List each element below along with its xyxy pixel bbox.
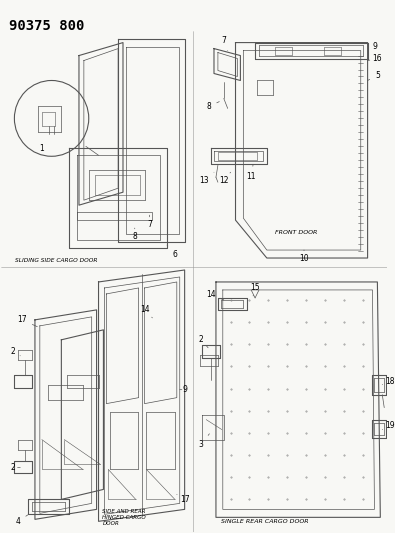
Text: 17: 17	[17, 316, 37, 327]
Text: 90375 800: 90375 800	[9, 19, 84, 33]
Text: 16: 16	[368, 54, 382, 63]
Text: 3: 3	[199, 434, 209, 449]
Text: 9: 9	[372, 42, 377, 51]
Text: SINGLE REAR CARGO DOOR: SINGLE REAR CARGO DOOR	[221, 519, 308, 524]
Text: 18: 18	[382, 377, 395, 386]
Text: 14: 14	[141, 305, 152, 318]
Text: 11: 11	[246, 164, 256, 181]
Text: 7: 7	[147, 215, 152, 229]
Text: 1: 1	[40, 144, 44, 153]
Text: 15: 15	[250, 284, 260, 296]
Text: SIDE AND REAR
HINGED CARGO
DOOR: SIDE AND REAR HINGED CARGO DOOR	[102, 510, 146, 526]
Text: 17: 17	[177, 495, 190, 504]
Text: 2: 2	[199, 335, 208, 348]
Text: 5: 5	[368, 71, 380, 80]
Text: 12: 12	[219, 172, 231, 185]
Text: 14: 14	[206, 290, 224, 300]
Text: 10: 10	[299, 250, 309, 263]
Text: 8: 8	[207, 102, 219, 111]
Text: 7: 7	[221, 36, 228, 51]
Text: 13: 13	[199, 172, 214, 185]
Text: 19: 19	[382, 421, 395, 430]
Text: 6: 6	[167, 245, 177, 259]
Text: SLIDING SIDE CARGO DOOR: SLIDING SIDE CARGO DOOR	[15, 258, 98, 263]
Text: 4: 4	[16, 515, 28, 526]
Text: 9: 9	[180, 385, 187, 394]
Text: FRONT DOOR: FRONT DOOR	[275, 230, 317, 235]
Text: 2: 2	[10, 348, 20, 356]
Text: 8: 8	[132, 228, 137, 240]
Text: 2: 2	[10, 463, 20, 472]
